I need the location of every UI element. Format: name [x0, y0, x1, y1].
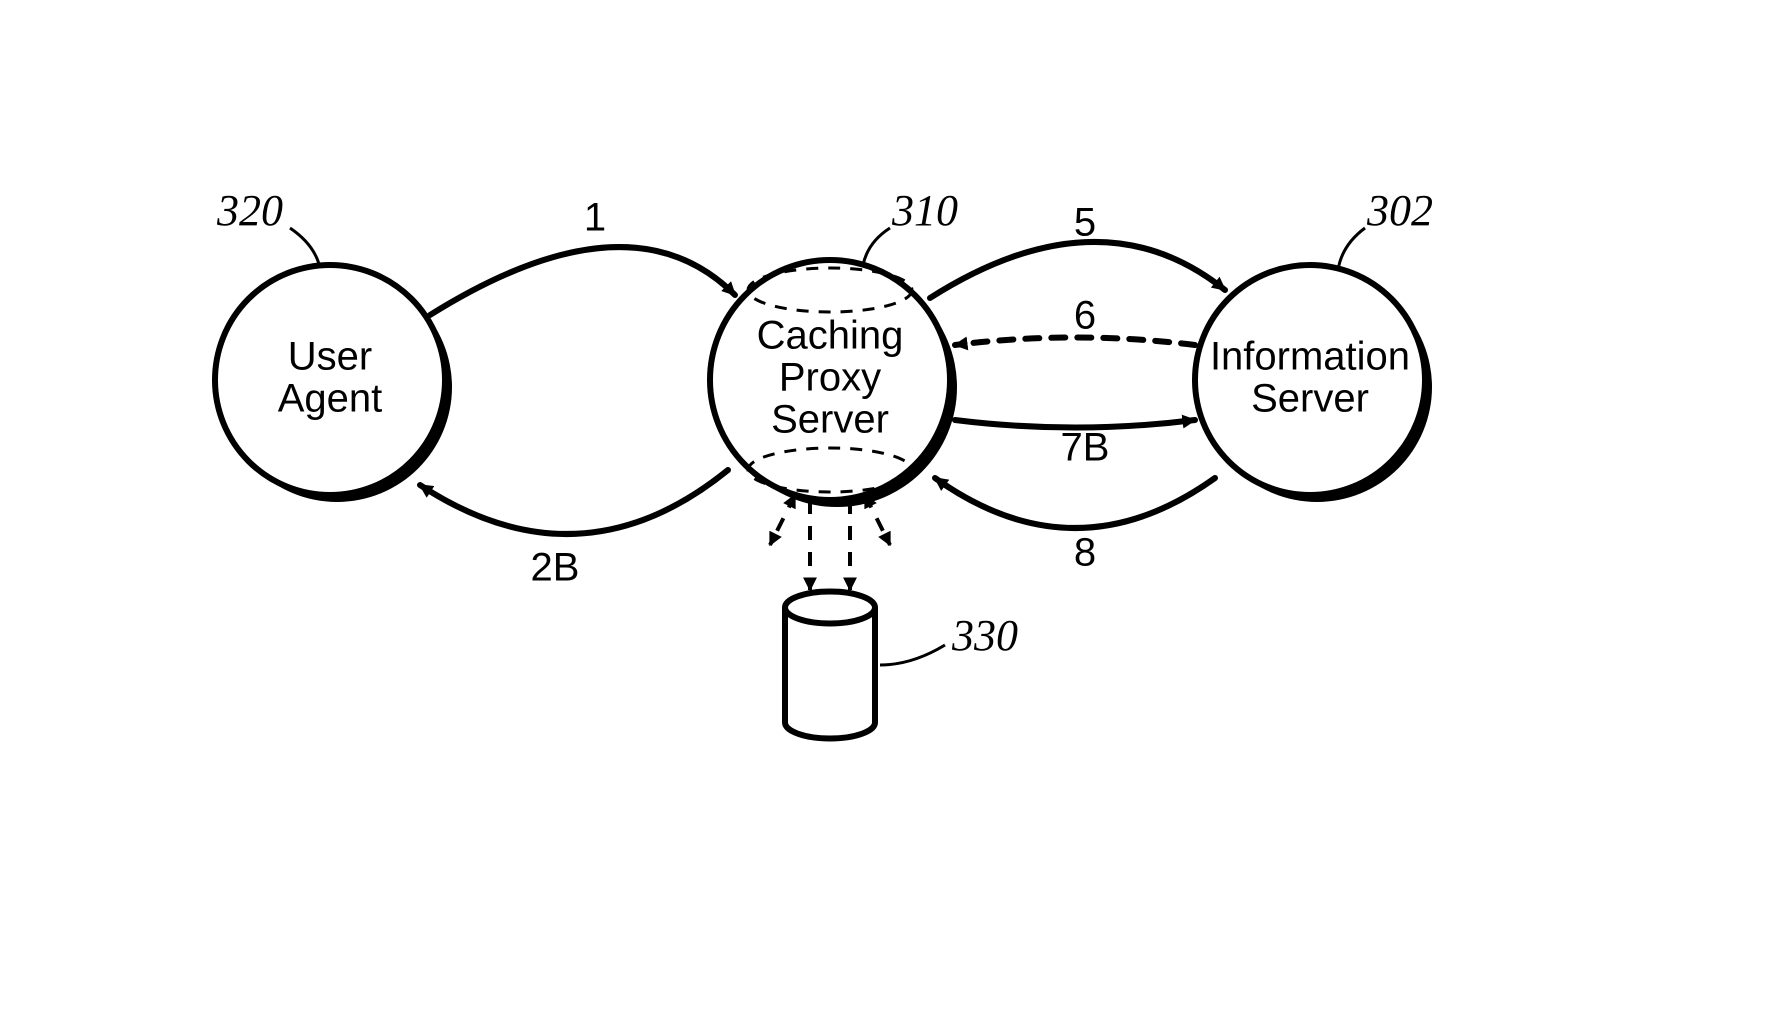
edge-label-e2: 2B [531, 546, 580, 590]
edge-label-e7: 7B [1061, 426, 1110, 470]
edge-e8: 8 [935, 478, 1215, 575]
user_agent-label: Agent [278, 377, 383, 421]
info_server-label: Information [1210, 335, 1410, 379]
cache-cylinder: 330 [785, 592, 1018, 739]
edge-e6: 6 [955, 294, 1195, 345]
edge-e2: 2B [420, 470, 728, 590]
info_server-ref: 302 [1366, 186, 1433, 235]
edge-label-e1: 1 [584, 196, 606, 240]
proxy-label: Server [771, 398, 889, 442]
user_agent-ref: 320 [216, 186, 283, 235]
user_agent-node: UserAgent 320 [215, 186, 452, 502]
edge-e5: 5 [930, 201, 1225, 298]
edge-label-e5: 5 [1074, 201, 1096, 245]
cache-ref: 330 [951, 611, 1018, 660]
info_server-node: InformationServer 302 [1195, 186, 1433, 502]
edge-label-e8: 8 [1074, 531, 1096, 575]
proxy-ref: 310 [891, 186, 958, 235]
user_agent-label: User [288, 335, 372, 379]
edge-e1: 1 [430, 196, 735, 315]
info_server-label: Server [1251, 377, 1369, 421]
proxy-label: Proxy [779, 356, 881, 400]
proxy-cache-connector-0 [770, 495, 795, 545]
proxy-cache-connector-3 [865, 495, 890, 545]
proxy-node: CachingProxyServer 310 [710, 186, 958, 507]
edge-label-e6: 6 [1074, 294, 1096, 338]
proxy-label: Caching [757, 314, 904, 358]
edge-e7: 7B [955, 420, 1195, 470]
